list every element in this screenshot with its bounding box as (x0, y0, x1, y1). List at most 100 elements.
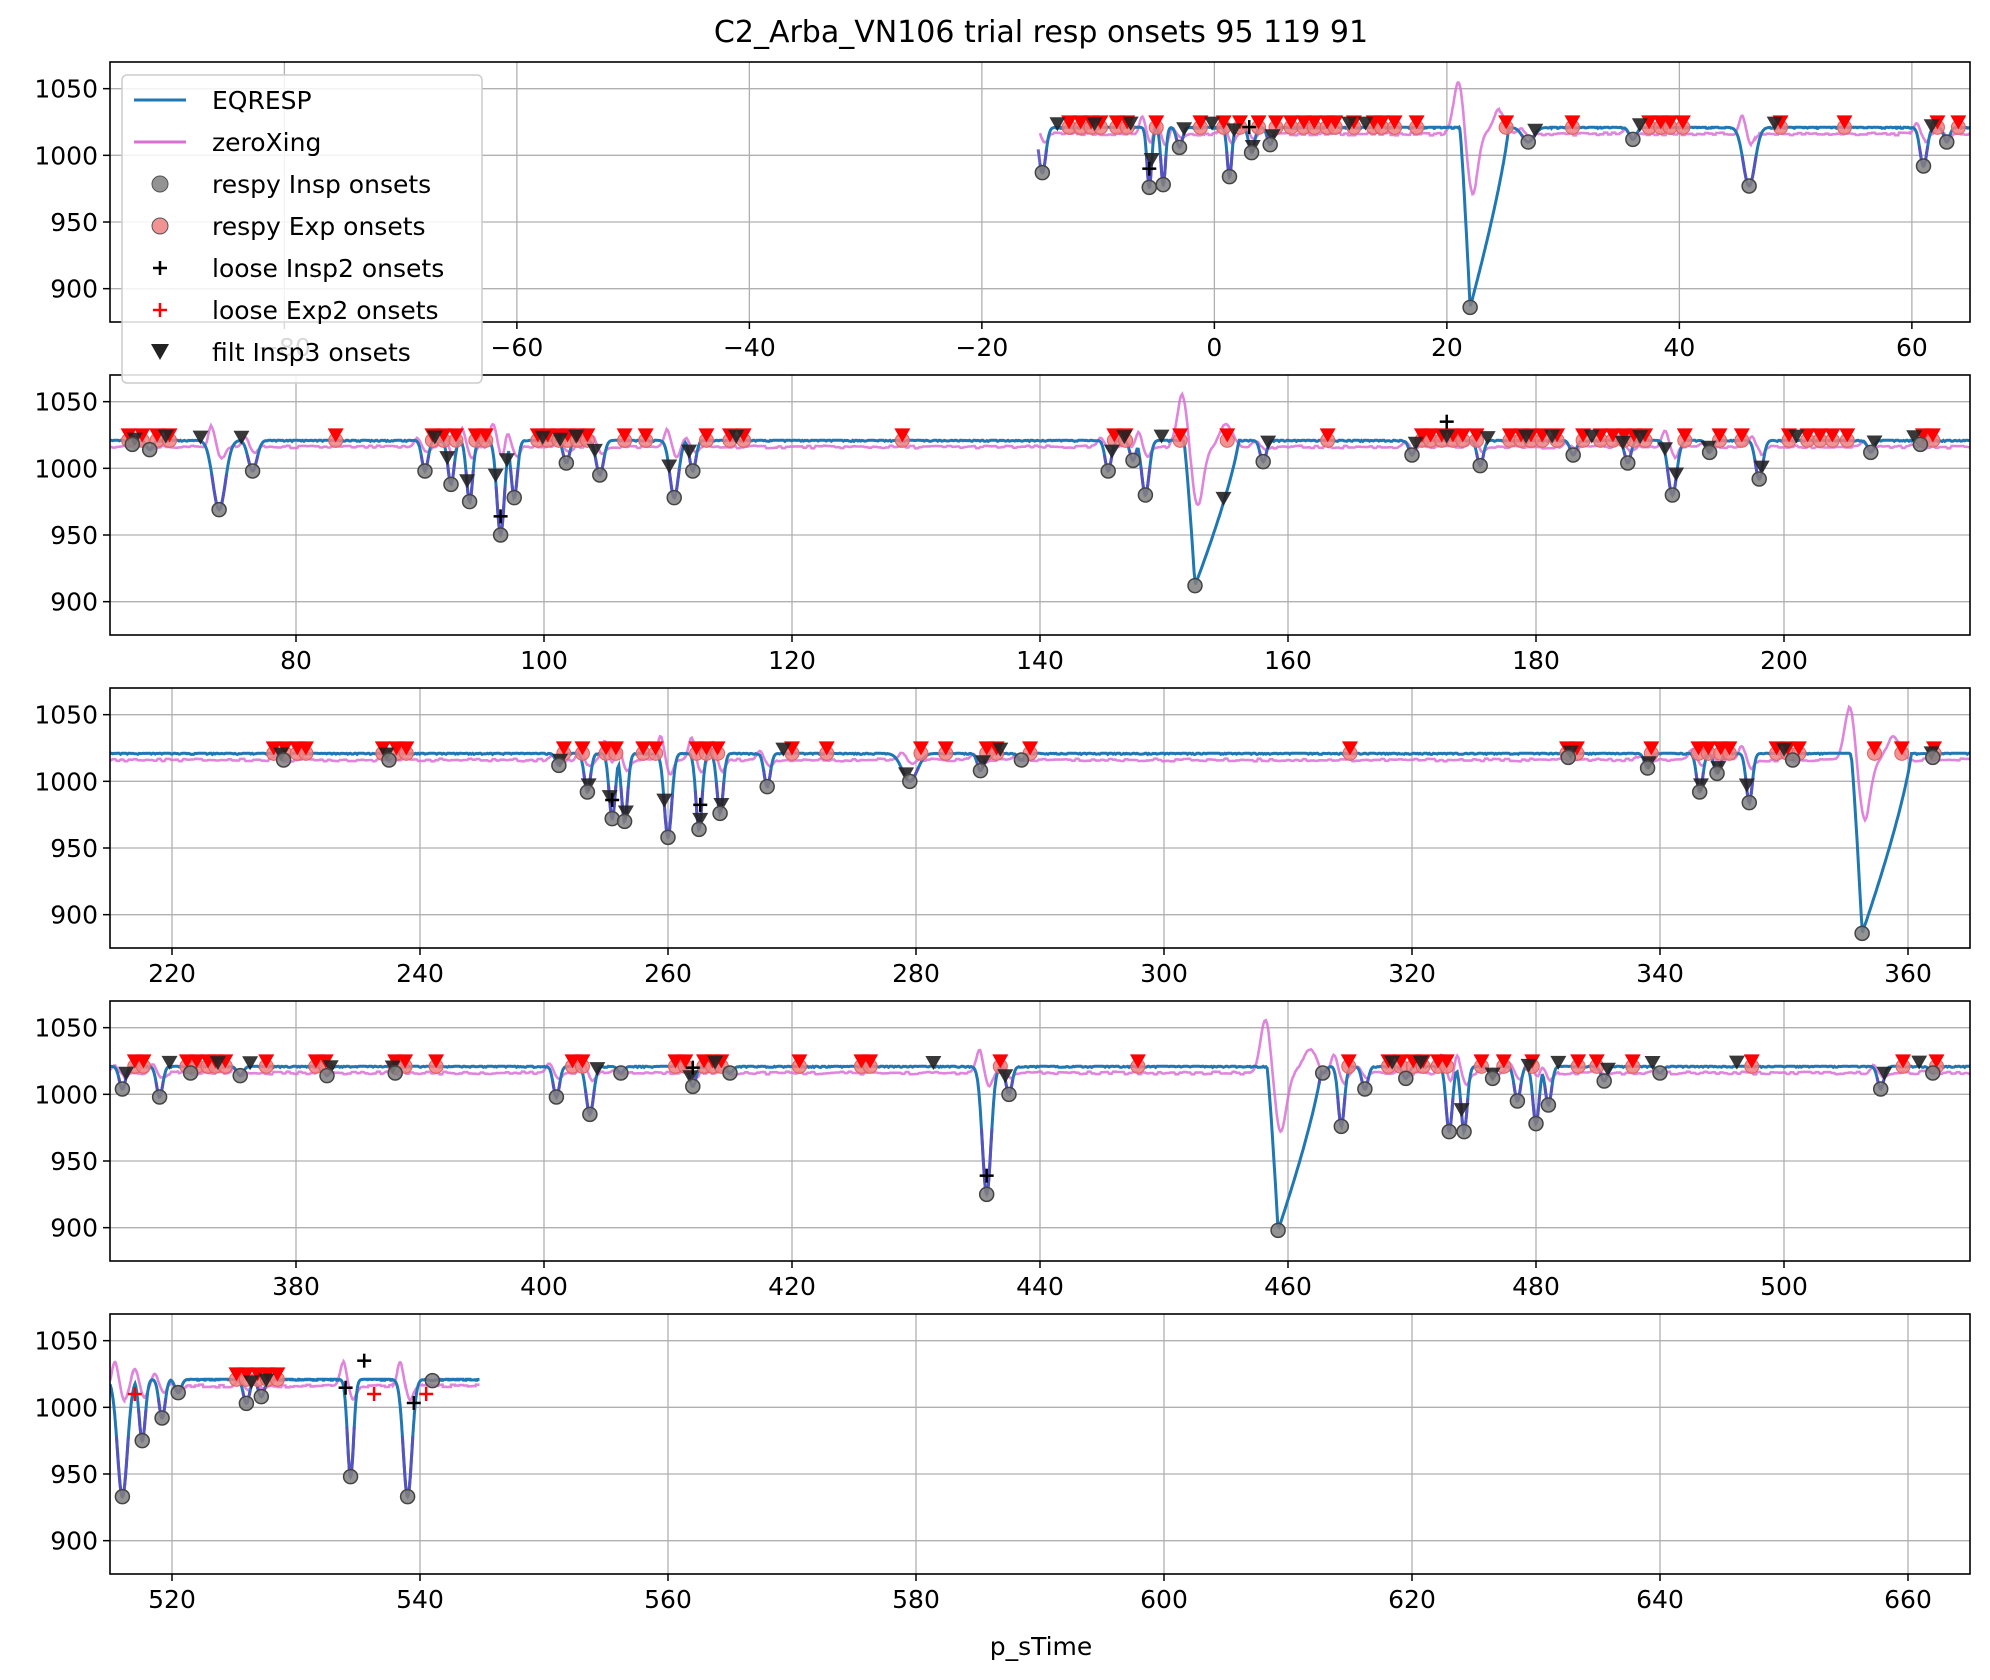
axes-frame (109, 1313, 1971, 1575)
filt-insp3-marker (997, 1069, 1014, 1084)
loose-insp2-marker (357, 1353, 372, 1368)
insp-onset-marker (1100, 463, 1116, 479)
y-tick-label: 950 (50, 1147, 98, 1176)
x-tick-label: 260 (644, 959, 692, 988)
filt-exp3-marker (1624, 1054, 1641, 1069)
filt-insp3-marker (681, 444, 698, 459)
y-tick-label: 1000 (34, 1393, 98, 1422)
filt-exp3-marker (135, 1054, 152, 1069)
legend-entry: filt Insp3 onsets (151, 338, 411, 367)
filt-exp3-marker (428, 1054, 445, 1069)
insp-onset-marker (124, 436, 141, 453)
insp-onset-marker (492, 527, 509, 543)
filt-insp3-marker (1788, 429, 1805, 444)
insp-onset-marker (1925, 1065, 1941, 1081)
plot-area (110, 1018, 1970, 1239)
filt-insp3-marker (1911, 1055, 1928, 1070)
legend-circle-swatch (151, 217, 169, 235)
x-tick-label: 160 (1264, 646, 1312, 675)
filt-insp3-marker (1116, 430, 1133, 445)
filt-exp3-marker (238, 1367, 255, 1382)
insp-onset-marker (685, 1078, 701, 1095)
insp-onset-marker (182, 1065, 199, 1081)
filt-insp3-marker (656, 793, 673, 808)
filt-exp3-marker (1129, 1054, 1146, 1069)
filt-exp3-marker (1267, 115, 1284, 130)
insp-onset-marker (141, 441, 158, 458)
x-axis-label: p_sTime (990, 1632, 1093, 1661)
insp-onset-marker (1137, 487, 1154, 503)
insp-onset-marker (978, 1186, 995, 1203)
filt-insp3-marker (1103, 444, 1120, 459)
filt-insp3-marker (1412, 1055, 1429, 1070)
insp-onset-marker (1314, 1065, 1331, 1081)
subplot-3: 900 950 1000 1050 220 240 260 280 300 320 340 360 (34, 687, 1971, 988)
insp-onset-marker (902, 773, 918, 790)
insp-onset-marker (1141, 179, 1158, 196)
filt-exp3-marker (791, 1054, 808, 1069)
filt-insp3-marker (974, 755, 991, 770)
filt-insp3-marker (1544, 429, 1561, 444)
filt-exp3-marker (1790, 741, 1807, 756)
legend-circle-swatch (151, 175, 169, 193)
filt-insp3-marker (775, 742, 792, 757)
insp-onset-marker (1596, 1073, 1612, 1089)
filt-insp3-marker (1583, 429, 1600, 444)
insp-onset-marker (1270, 1222, 1286, 1239)
filt-exp3-marker (1108, 115, 1125, 130)
filt-insp3-marker (692, 812, 709, 827)
y-tick-label: 900 (50, 901, 98, 930)
filt-insp3-marker (1453, 1103, 1470, 1118)
filt-exp3-marker (1454, 428, 1471, 443)
loose-insp2-marker (693, 797, 708, 812)
eqresp-line (110, 1377, 480, 1499)
filt-insp3-marker (1728, 1055, 1745, 1070)
filt-exp3-marker (1408, 115, 1425, 130)
filt-insp3-marker (617, 805, 634, 820)
filt-insp3-marker (1264, 129, 1281, 144)
legend-label: respy Exp onsets (212, 212, 426, 241)
filt-insp3-marker (322, 1060, 339, 1075)
filt-exp3-marker (1386, 115, 1403, 130)
filt-exp3-marker (1422, 428, 1439, 443)
y-tick-label: 950 (50, 834, 98, 863)
insp-onset-marker (1863, 444, 1879, 461)
filt-insp3-marker (1176, 122, 1193, 137)
x-tick-label: 560 (644, 1585, 692, 1614)
x-tick-label: 580 (892, 1585, 940, 1614)
filt-insp3-marker (707, 1055, 724, 1070)
insp-onset-marker (1915, 158, 1932, 174)
x-tick-label: −60 (490, 333, 543, 362)
insp-onset-marker (506, 489, 522, 506)
filt-exp3-marker (397, 1054, 414, 1069)
insp-onset-marker (1528, 1115, 1544, 1132)
loose-insp2-marker (1142, 161, 1157, 176)
filt-insp3-marker (1479, 431, 1496, 446)
filt-exp3-marker (894, 428, 911, 443)
insp-onset-marker (1398, 1070, 1414, 1087)
filt-insp3-marker (233, 430, 250, 445)
insp-onset-marker (1620, 455, 1636, 471)
filt-insp3-marker (682, 1070, 699, 1085)
axes-frame (109, 687, 1971, 949)
legend-triangle-swatch (151, 344, 169, 360)
filt-insp3-marker (192, 430, 209, 445)
filt-exp3-marker (698, 428, 715, 443)
insp-onset-marker (1701, 444, 1718, 461)
filt-exp3-marker (1319, 428, 1336, 443)
x-tick-label: 420 (768, 1272, 816, 1301)
filt-exp3-marker (616, 428, 633, 443)
filt-insp3-marker (1614, 435, 1631, 450)
filt-insp3-marker (1341, 116, 1358, 131)
x-tick-label: 480 (1512, 1272, 1560, 1301)
insp-onset-marker (1560, 749, 1576, 766)
insp-onset-marker (319, 1067, 335, 1084)
filt-exp3-marker (269, 1367, 286, 1382)
insp-onset-marker (232, 1067, 248, 1084)
filt-insp3-marker (118, 1066, 135, 1081)
legend-label: EQRESP (212, 86, 312, 115)
filt-exp3-marker (818, 741, 835, 756)
filt-insp3-marker (1876, 1066, 1893, 1081)
filt-exp3-marker (677, 1054, 694, 1069)
insp-onset-marker (1784, 752, 1801, 768)
